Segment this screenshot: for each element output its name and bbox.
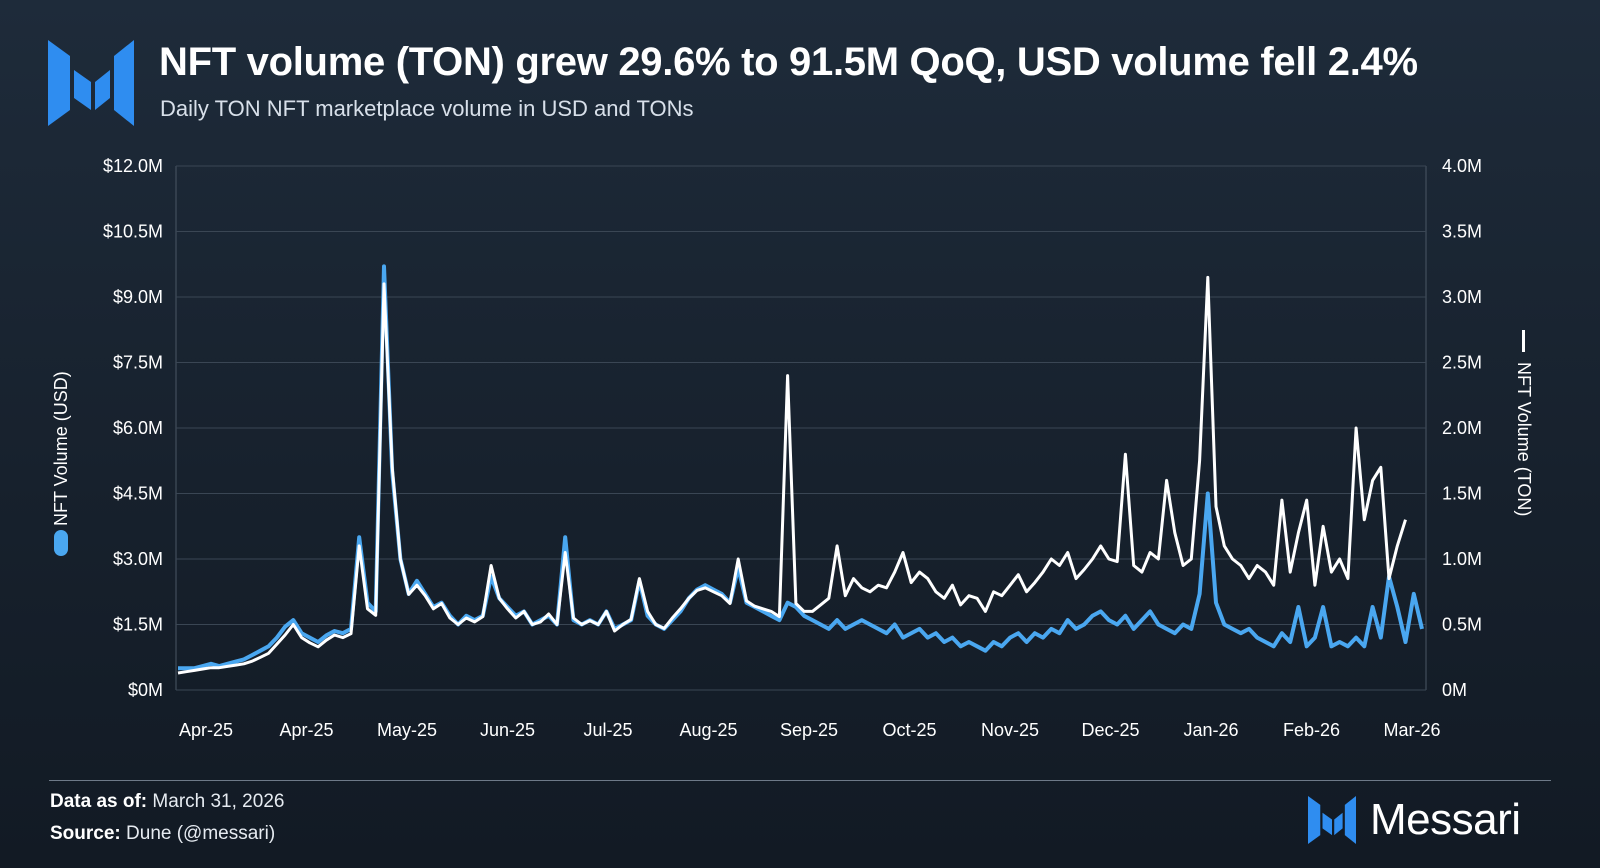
y-right-tick-label: 1.5M — [1442, 484, 1482, 504]
chart-title: NFT volume (TON) grew 29.6% to 91.5M QoQ… — [159, 40, 1418, 84]
brand-name: Messari — [1370, 795, 1521, 844]
y-axis-right-title: NFT Volume (TON) — [1508, 330, 1538, 550]
y-left-tick-label: $4.5M — [113, 484, 163, 504]
series-line-ton — [177, 275, 1407, 675]
y-left-tick-label: $7.5M — [113, 353, 163, 373]
source-value: Dune (@messari) — [126, 823, 276, 844]
x-tick-label: Sep-25 — [780, 720, 838, 740]
y-left-tick-label: $0M — [128, 680, 163, 700]
x-tick-label: Jan-26 — [1183, 720, 1238, 740]
messari-brand-icon — [1308, 796, 1356, 844]
y-left-tick-label: $1.5M — [113, 615, 163, 635]
y-left-tick-label: $10.5M — [103, 222, 163, 242]
footer-divider — [49, 780, 1551, 781]
y-axis-left-title: NFT Volume (USD) — [48, 340, 78, 556]
x-tick-label: Jul-25 — [583, 720, 632, 740]
x-tick-label: Apr-25 — [179, 720, 233, 740]
data-as-of: Data as of: March 31, 2026 — [50, 791, 284, 813]
y-right-tick-label: 1.0M — [1442, 549, 1482, 569]
chart-subtitle: Daily TON NFT marketplace volume in USD … — [160, 96, 694, 121]
x-tick-label: Dec-25 — [1081, 720, 1139, 740]
y-axis-left-label: NFT Volume (USD) — [50, 371, 71, 526]
y-axis-right-label: NFT Volume (TON) — [1514, 362, 1534, 517]
y-right-tick-label: 0M — [1442, 680, 1467, 700]
x-tick-label: Feb-26 — [1283, 720, 1340, 740]
line-chart: $0M 0M $1.5M 0.5M $3.0M 1.0M $4.5M 1.5M $6.0M 2.0… — [103, 156, 1482, 740]
x-tick-label: Mar-26 — [1383, 720, 1440, 740]
x-tick-label: Jun-25 — [480, 720, 535, 740]
y-left-tick-label: $12.0M — [103, 156, 163, 176]
y-right-tick-label: 3.5M — [1442, 222, 1482, 242]
y-right-tick-label: 2.5M — [1442, 353, 1482, 373]
x-tick-label: Nov-25 — [981, 720, 1039, 740]
y-right-tick-label: 2.0M — [1442, 418, 1482, 438]
ton-legend-swatch — [1522, 330, 1525, 352]
x-tick-label: May-25 — [377, 720, 437, 740]
messari-logo-icon — [48, 40, 134, 126]
y-left-tick-label: $9.0M — [113, 287, 163, 307]
x-tick-label: Apr-25 — [279, 720, 333, 740]
source: Source: Dune (@messari) — [50, 823, 275, 845]
y-right-tick-label: 0.5M — [1442, 615, 1482, 635]
data-as-of-value: March 31, 2026 — [152, 791, 285, 812]
x-tick-label: Aug-25 — [679, 720, 737, 740]
y-right-tick-label: 3.0M — [1442, 287, 1482, 307]
messari-brand: Messari — [1308, 795, 1521, 845]
source-label: Source: — [50, 823, 121, 844]
y-left-tick-label: $3.0M — [113, 549, 163, 569]
y-left-tick-label: $6.0M — [113, 418, 163, 438]
usd-legend-swatch — [54, 530, 68, 556]
x-tick-label: Oct-25 — [882, 720, 936, 740]
y-right-tick-label: 4.0M — [1442, 156, 1482, 176]
data-as-of-label: Data as of: — [50, 791, 148, 812]
